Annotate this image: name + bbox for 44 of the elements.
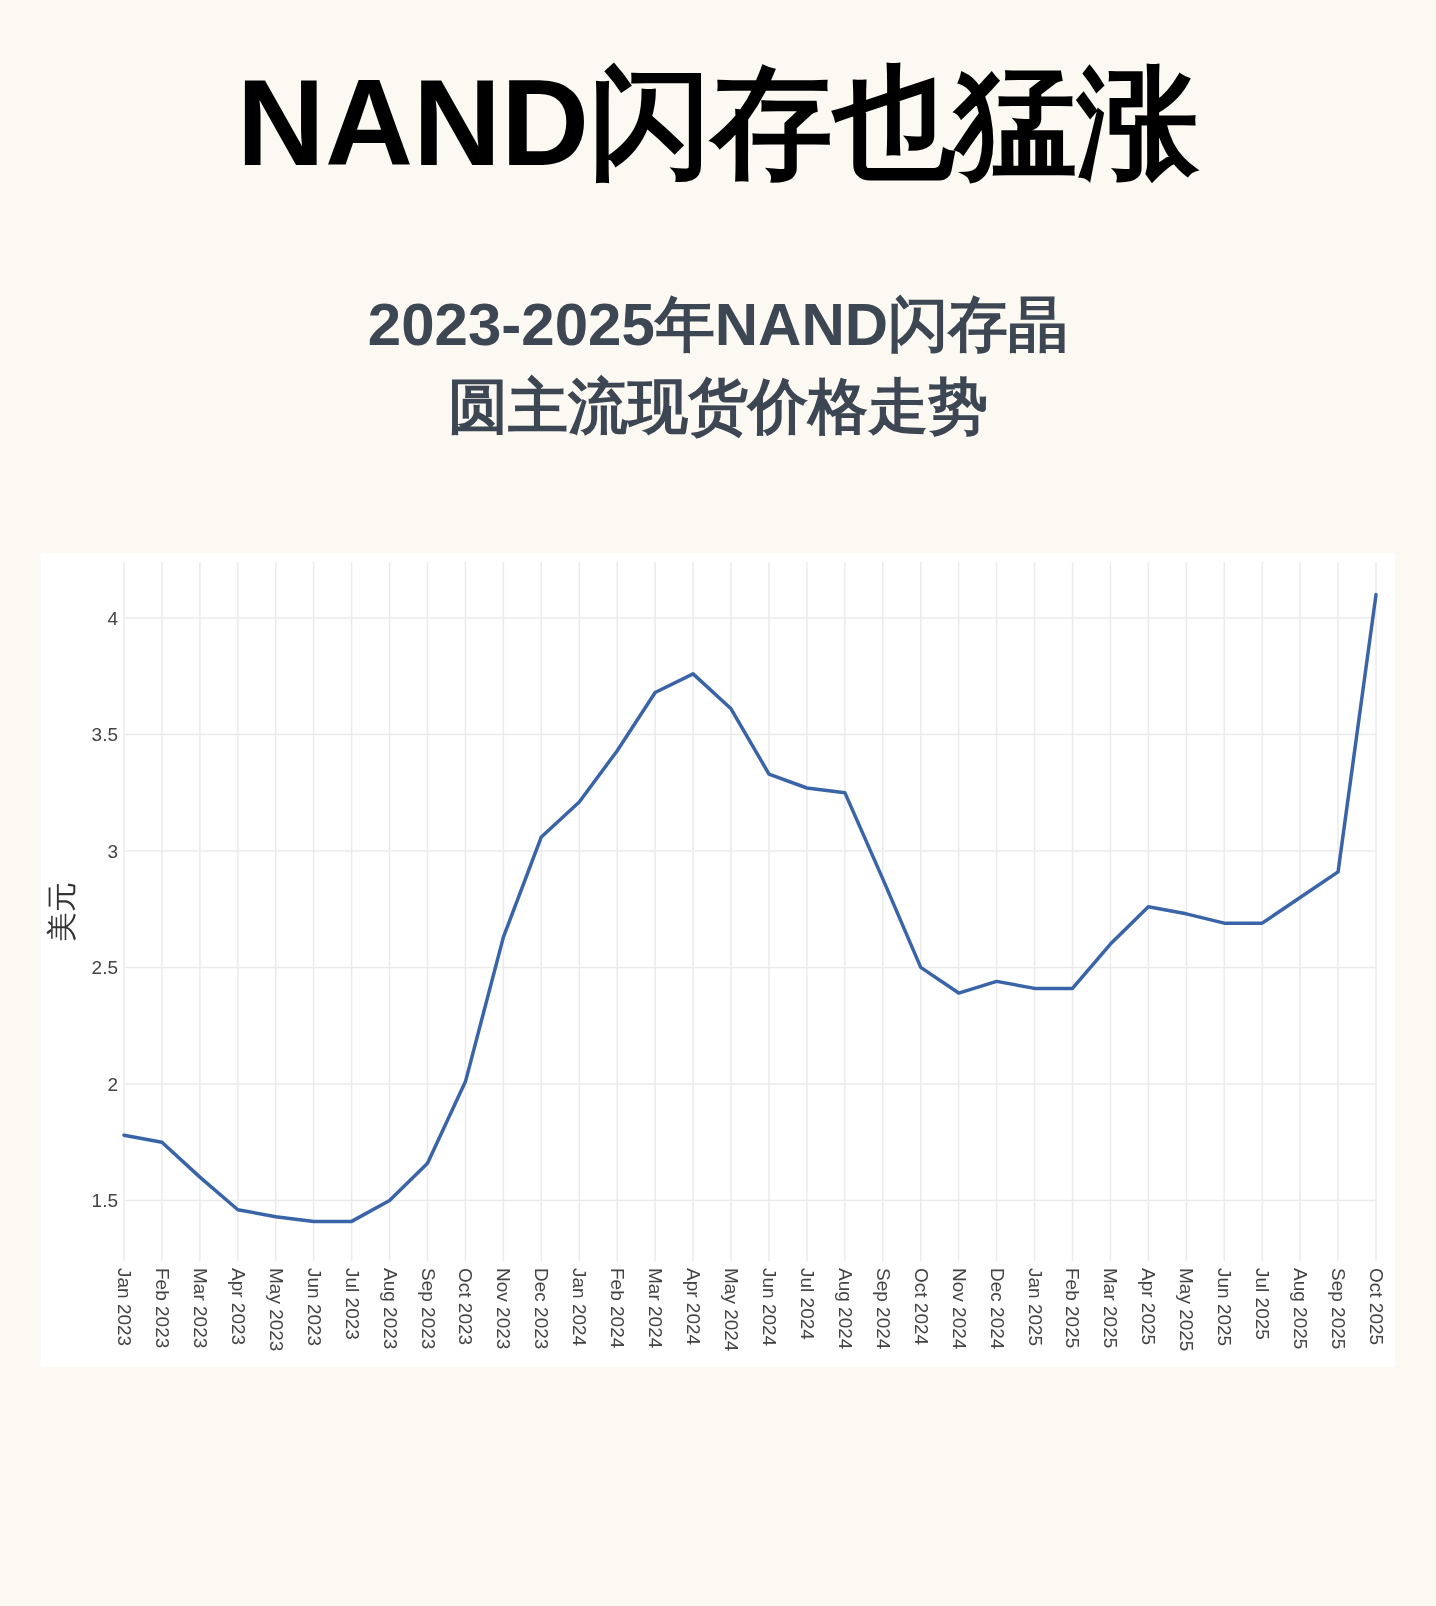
y-tick-label: 2.5 <box>91 957 118 979</box>
x-tick-label: Jul 2023 <box>341 1268 363 1340</box>
x-tick-label: Jun 2023 <box>303 1268 325 1347</box>
chart-subtitle: 2023-2025年NAND闪存晶圆主流现货价格走势 <box>367 291 1069 440</box>
x-tick-label: Apr 2023 <box>227 1268 249 1346</box>
y-axis-title: 美元 <box>45 881 78 942</box>
x-tick-label: Apr 2025 <box>1138 1268 1160 1346</box>
x-tick-label: Mar 2023 <box>189 1268 211 1349</box>
x-tick-label: Jul 2024 <box>796 1268 818 1341</box>
x-tick-label: Jun 2025 <box>1214 1268 1236 1347</box>
x-tick-label: Aug 2024 <box>834 1268 856 1350</box>
x-tick-label: Apr 2024 <box>683 1268 705 1346</box>
x-tick-label: Mar 2024 <box>645 1268 667 1349</box>
y-tick-label: 3.5 <box>91 724 118 746</box>
y-tick-label: 2 <box>107 1073 118 1095</box>
line-series <box>122 592 1378 1224</box>
x-tick-label: Aug 2023 <box>379 1268 401 1350</box>
x-tick-label: Dec 2024 <box>986 1268 1008 1350</box>
y-tick-label: 4 <box>107 607 119 629</box>
x-tick-label: Jul 2025 <box>1252 1268 1274 1340</box>
x-tick-label: Jan 2024 <box>569 1268 591 1347</box>
x-tick-label: Sep 2025 <box>1328 1268 1350 1350</box>
chart-title: NAND闪存也猛涨 <box>236 55 1201 191</box>
x-tick-label: Oct 2025 <box>1366 1268 1387 1346</box>
x-tick-label: Mar 2025 <box>1100 1268 1122 1349</box>
x-tick-label: Nov 2023 <box>493 1268 515 1350</box>
x-tick-label: Jan 2025 <box>1024 1268 1046 1347</box>
x-tick-label: Oct 2024 <box>910 1268 932 1346</box>
x-tick-label: Aug 2025 <box>1290 1268 1312 1350</box>
x-tick-label: Feb 2023 <box>151 1268 173 1349</box>
x-tick-label: Jun 2024 <box>758 1268 780 1347</box>
y-tick-label: 1.5 <box>91 1190 118 1212</box>
x-tick-label: Feb 2025 <box>1062 1268 1084 1349</box>
x-tick-label: May 2024 <box>721 1268 743 1352</box>
x-tick-label: Sep 2023 <box>417 1268 439 1350</box>
x-tick-label: Jan 2023 <box>114 1268 135 1347</box>
x-tick-label: Nov 2024 <box>948 1268 970 1350</box>
x-tick-label: Feb 2024 <box>607 1268 629 1349</box>
y-tick-label: 3 <box>107 840 118 862</box>
x-tick-label: Sep 2024 <box>872 1268 894 1350</box>
x-tick-label: Oct 2023 <box>455 1268 477 1346</box>
x-tick-label: Dec 2023 <box>531 1268 553 1350</box>
x-tick-label: May 2025 <box>1176 1268 1198 1352</box>
x-tick-label: May 2023 <box>265 1268 287 1352</box>
